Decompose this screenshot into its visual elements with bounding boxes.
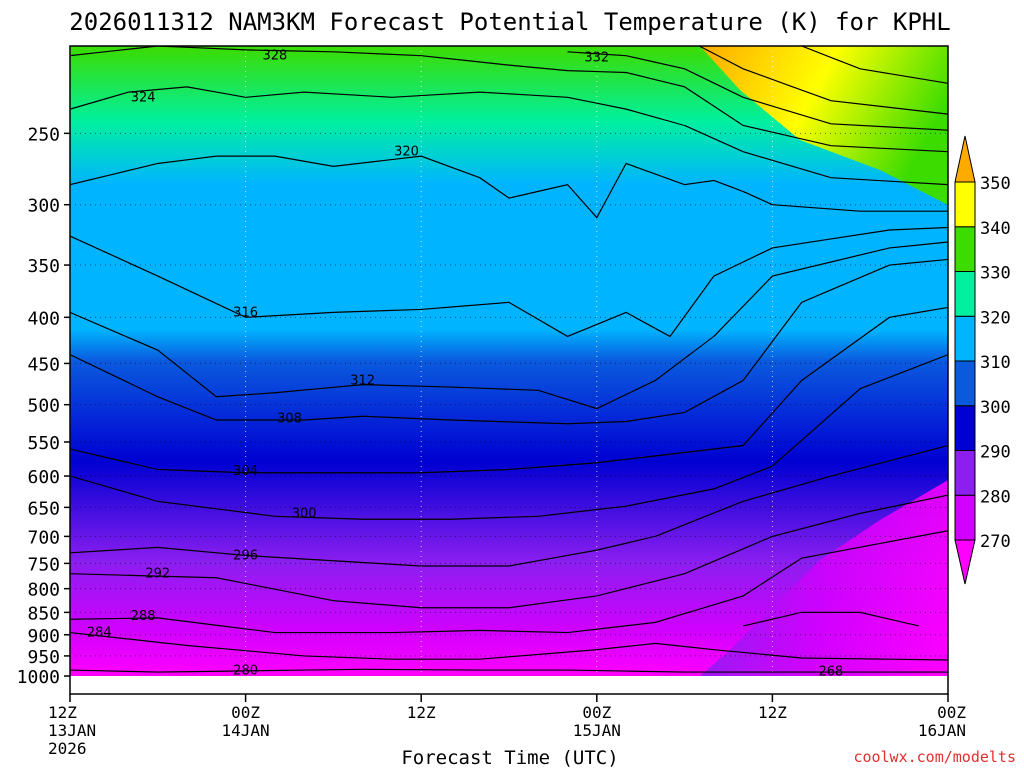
contour-label: 316: [233, 305, 258, 320]
y-tick-label: 350: [27, 256, 60, 277]
colorbar-swatch: [954, 271, 976, 317]
contour-line: [567, 51, 948, 131]
contour-label: 292: [145, 567, 170, 582]
x-tick-label: 12Z: [758, 703, 787, 722]
contour-label: 308: [277, 412, 302, 427]
contour-line: [70, 530, 948, 634]
contour-label: 300: [292, 506, 317, 521]
contour-line: [70, 258, 948, 425]
contour-label: 304: [233, 464, 258, 479]
cold-region-lower-right: [700, 480, 948, 676]
contour-line: [698, 46, 948, 115]
contour-line: [801, 46, 948, 84]
contour-label: 280: [233, 663, 258, 678]
colorbar-swatch: [954, 494, 976, 541]
y-tick-label: 550: [27, 433, 60, 454]
contour-label: 312: [350, 373, 375, 388]
contour-line: [70, 444, 948, 567]
contour-line: [70, 241, 948, 410]
chart-title: 2026011312 NAM3KM Forecast Potential Tem…: [69, 8, 950, 36]
field-background: [70, 46, 948, 676]
y-tick-label: 1000: [17, 667, 60, 688]
colorbar-high-arrow: [954, 135, 976, 183]
x-tick-label: 16JAN: [918, 721, 966, 740]
contour-label: 328: [262, 49, 287, 64]
colorbar-low-arrow: [954, 539, 976, 585]
plot-frame: [69, 45, 949, 695]
y-tick-label: 500: [27, 396, 60, 417]
colorbar-label: 270: [980, 532, 1011, 552]
contour-line: [70, 668, 948, 673]
y-tick-label: 650: [27, 498, 60, 519]
x-tick-label: 12Z: [407, 703, 436, 722]
x-tick-label: 15JAN: [573, 721, 621, 740]
contour-line: [70, 494, 948, 609]
y-tick-label: 450: [27, 354, 60, 375]
contour-label: 268: [819, 664, 844, 679]
contour-line: [70, 631, 948, 661]
contour-lines: 268 280 284 288 292 296 300 304 308 312 316 320 324 3…: [70, 46, 948, 679]
colorbar-swatch: [954, 360, 976, 407]
contour-label: 296: [233, 548, 258, 563]
colorbar-swatch: [954, 226, 976, 272]
plot-field: 268 280 284 288 292 296 300 304 308 312 316 320 324 3…: [70, 46, 948, 694]
y-tick-label: 800: [27, 580, 60, 601]
y-tick-label: 300: [27, 196, 60, 217]
x-axis-label: Forecast Time (UTC): [401, 747, 618, 768]
contour-label: 288: [131, 609, 156, 624]
contour-line: [70, 226, 948, 338]
contour-label: 320: [394, 145, 419, 160]
x-tick-label: 00Z: [231, 703, 260, 722]
x-tick-label: 2026: [48, 739, 87, 758]
colorbar-label: 320: [980, 308, 1011, 328]
contour-line: [70, 306, 948, 474]
contour-label: 284: [87, 626, 112, 641]
contour-label: 324: [131, 90, 156, 105]
grid-lines: [70, 46, 948, 676]
contour-line: [70, 46, 948, 153]
y-tick-label: 750: [27, 554, 60, 575]
y-tick-label: 250: [27, 124, 60, 145]
y-tick-label: 900: [27, 626, 60, 647]
colorbar-swatch: [954, 181, 976, 228]
colorbar-label: 310: [980, 353, 1011, 373]
x-tick-label: 00Z: [937, 703, 966, 722]
y-tick-label: 700: [27, 527, 60, 548]
colorbar-label: 350: [980, 174, 1011, 194]
y-axis: 2503003504004505005506006507007508008509…: [17, 124, 70, 688]
credit-text: coolwx.com/modelts: [853, 748, 1016, 766]
y-tick-label: 600: [27, 467, 60, 488]
x-tick-label: 00Z: [582, 703, 611, 722]
colorbar-swatch: [954, 450, 976, 496]
ground-surface: [70, 676, 948, 694]
colorbar-label: 340: [980, 219, 1011, 239]
contour-line: [70, 354, 948, 520]
warm-region-upper-right: [700, 46, 948, 205]
contour-line: [70, 155, 948, 219]
y-tick-label: 850: [27, 603, 60, 624]
colorbar-label: 290: [980, 443, 1011, 463]
y-tick-label: 400: [27, 308, 60, 329]
y-tick-label: 950: [27, 647, 60, 668]
colorbar: 270 280 290 300 310 320 330 340 350: [954, 135, 1011, 585]
colorbar-label: 280: [980, 487, 1011, 507]
x-tick-label: 12Z: [48, 703, 77, 722]
x-tick-label: 14JAN: [222, 721, 270, 740]
colorbar-label: 330: [980, 264, 1011, 284]
contour-line: [742, 611, 919, 627]
colorbar-swatch: [954, 405, 976, 451]
colorbar-label: 300: [980, 398, 1011, 418]
contour-line: [70, 86, 948, 186]
colorbar-swatch: [954, 315, 976, 362]
contour-label: 332: [584, 51, 609, 66]
x-tick-label: 13JAN: [48, 721, 96, 740]
